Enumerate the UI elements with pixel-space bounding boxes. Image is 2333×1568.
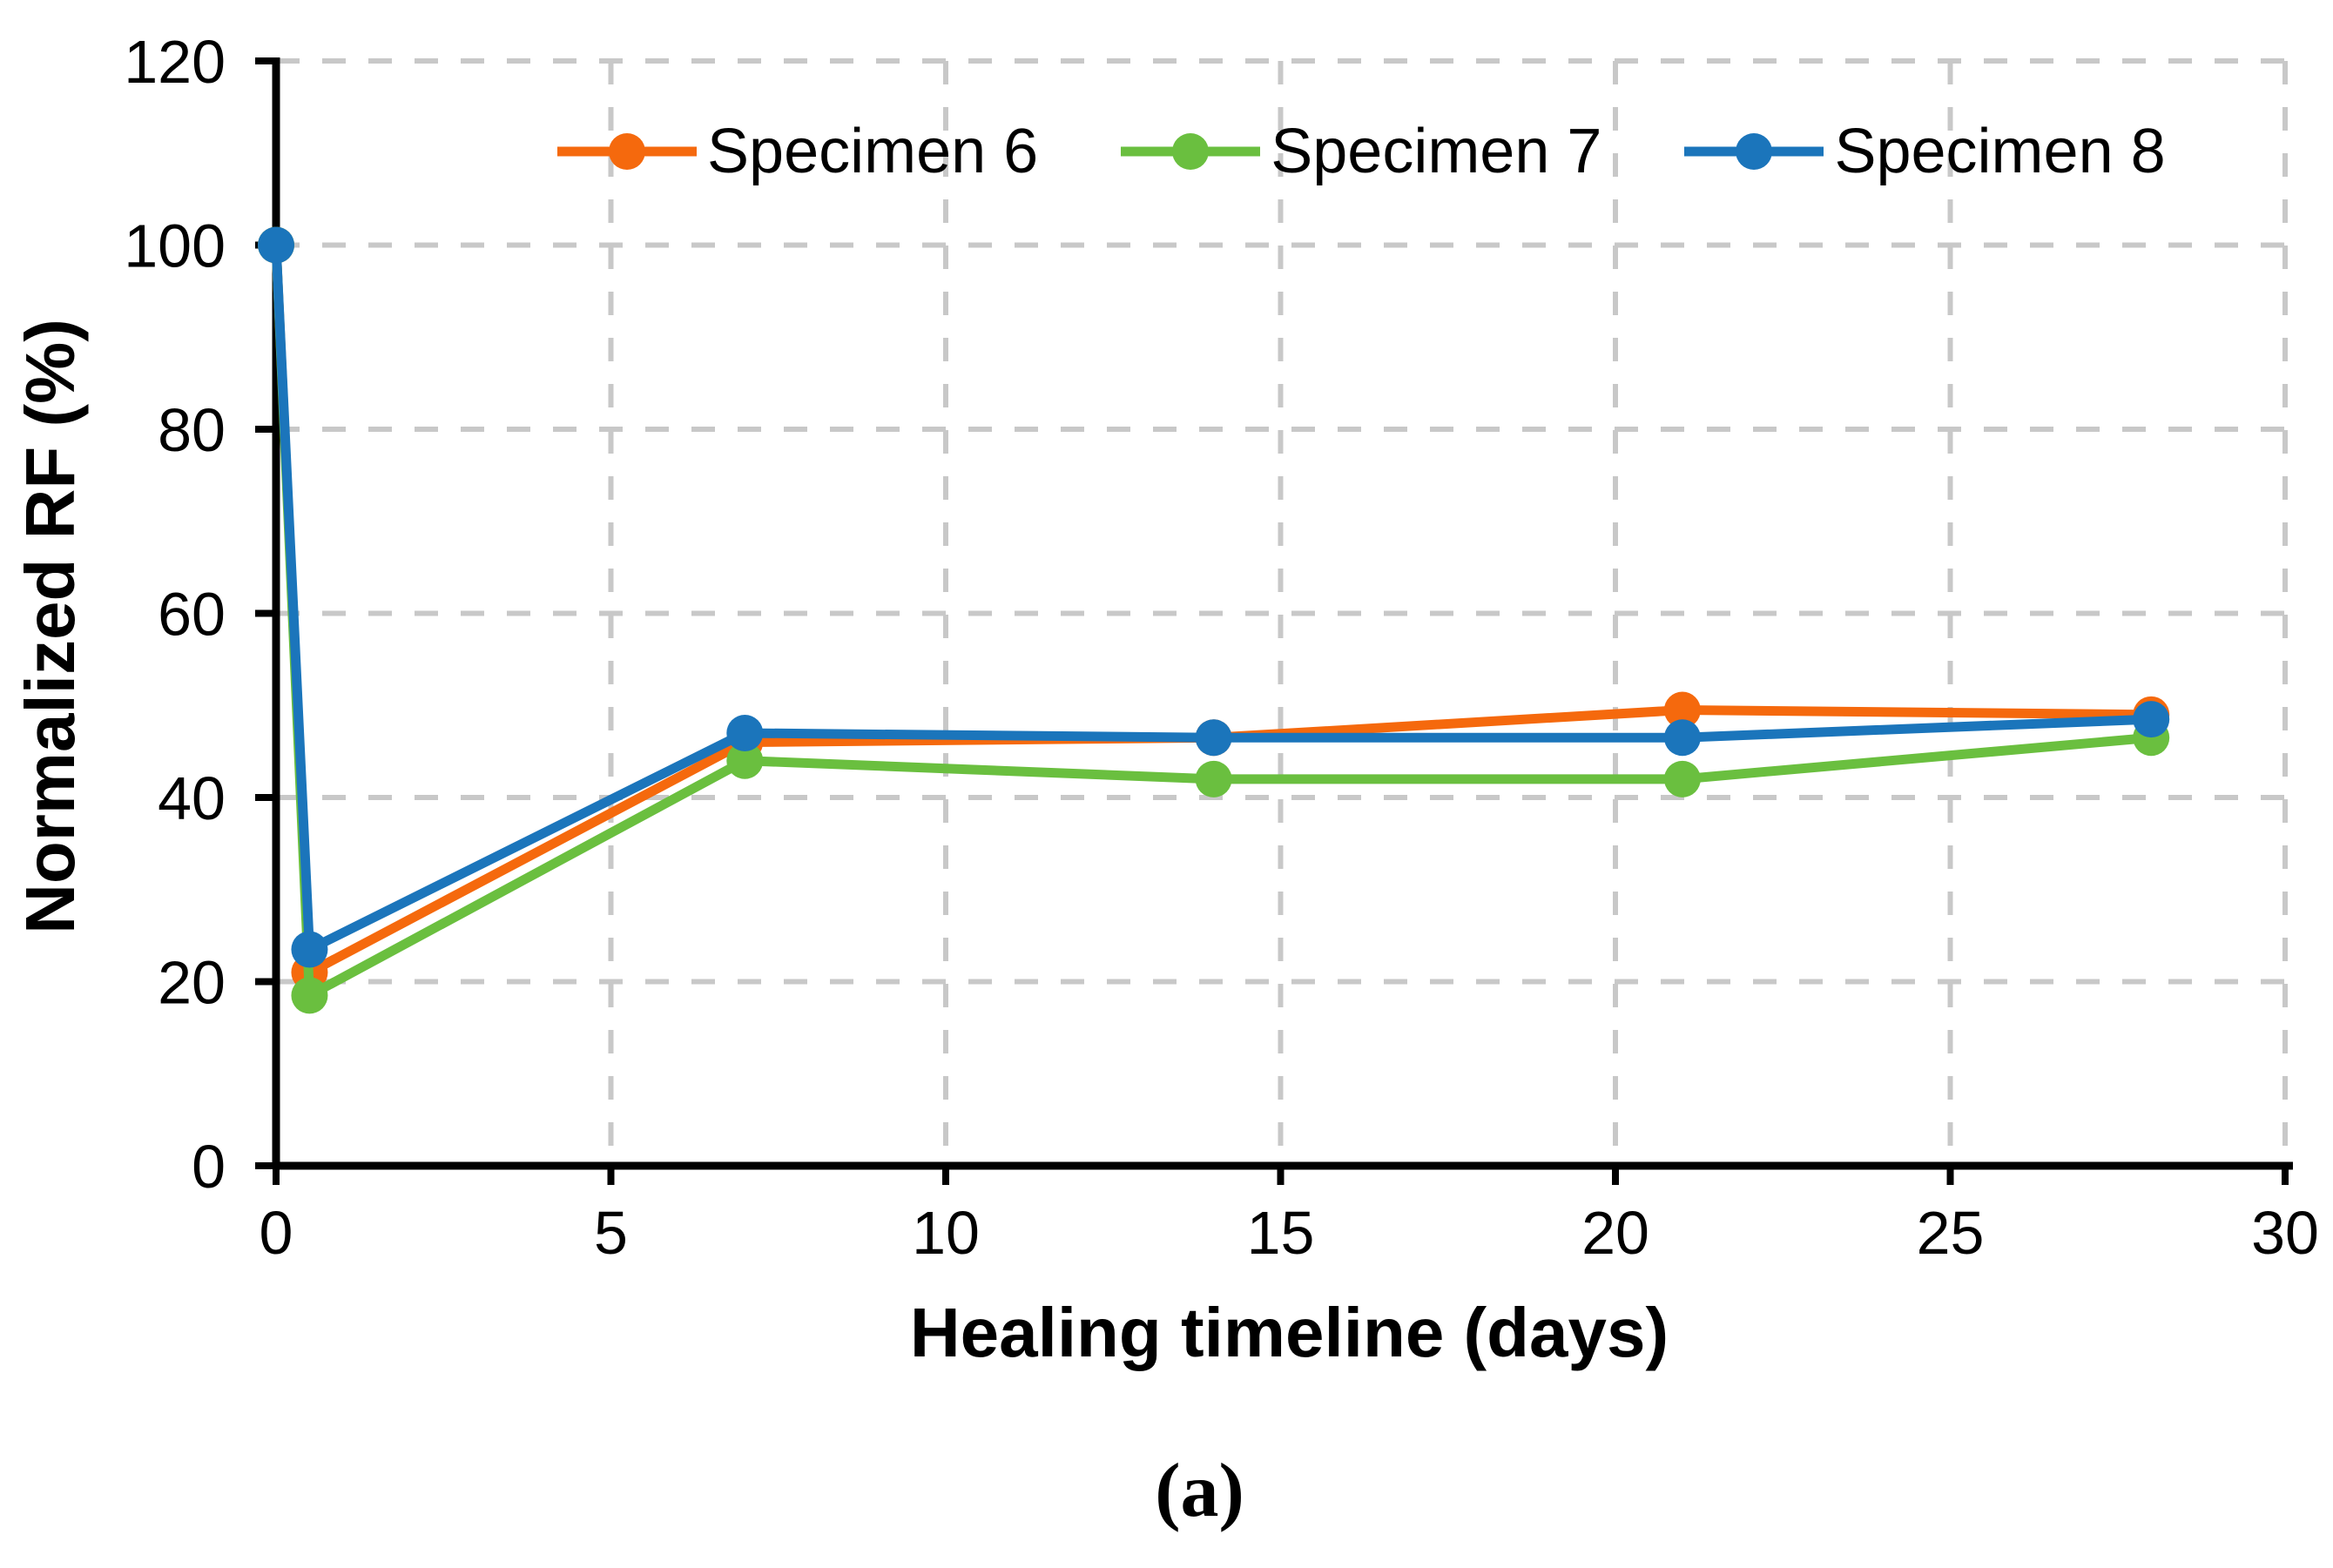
svg-text:10: 10 xyxy=(912,1199,980,1267)
svg-text:20: 20 xyxy=(158,949,226,1017)
subfigure-caption: (a) xyxy=(1155,1449,1244,1533)
legend-label: Specimen 8 xyxy=(1834,117,2166,186)
svg-text:100: 100 xyxy=(124,212,226,280)
svg-text:60: 60 xyxy=(158,581,226,649)
legend-label: Specimen 7 xyxy=(1271,117,1602,186)
svg-text:120: 120 xyxy=(124,28,226,96)
legend-item-specimen-8: Specimen 8 xyxy=(1684,117,2166,186)
legend-item-specimen-6: Specimen 6 xyxy=(557,120,1038,183)
legend-marker-line-circle-icon xyxy=(1121,133,1261,170)
svg-text:Normalized RF (%): Normalized RF (%) xyxy=(11,319,89,934)
svg-text:15: 15 xyxy=(1247,1199,1315,1267)
svg-text:0: 0 xyxy=(192,1133,226,1201)
legend-item-specimen-7: Specimen 7 xyxy=(1121,120,1601,183)
svg-text:40: 40 xyxy=(158,764,226,832)
legend-marker-line-circle-icon xyxy=(557,133,697,170)
svg-text:5: 5 xyxy=(594,1199,628,1267)
svg-text:20: 20 xyxy=(1581,1199,1649,1267)
svg-text:Healing timeline (days): Healing timeline (days) xyxy=(910,1294,1669,1371)
svg-text:25: 25 xyxy=(1917,1199,1985,1267)
legend-marker-line-circle-icon xyxy=(1684,133,1824,170)
svg-text:80: 80 xyxy=(158,396,226,464)
legend-label: Specimen 6 xyxy=(707,117,1039,186)
svg-text:0: 0 xyxy=(260,1199,293,1267)
chart-legend: Specimen 6 Specimen 7 Specimen 8 xyxy=(557,120,2166,183)
svg-text:30: 30 xyxy=(2251,1199,2319,1267)
